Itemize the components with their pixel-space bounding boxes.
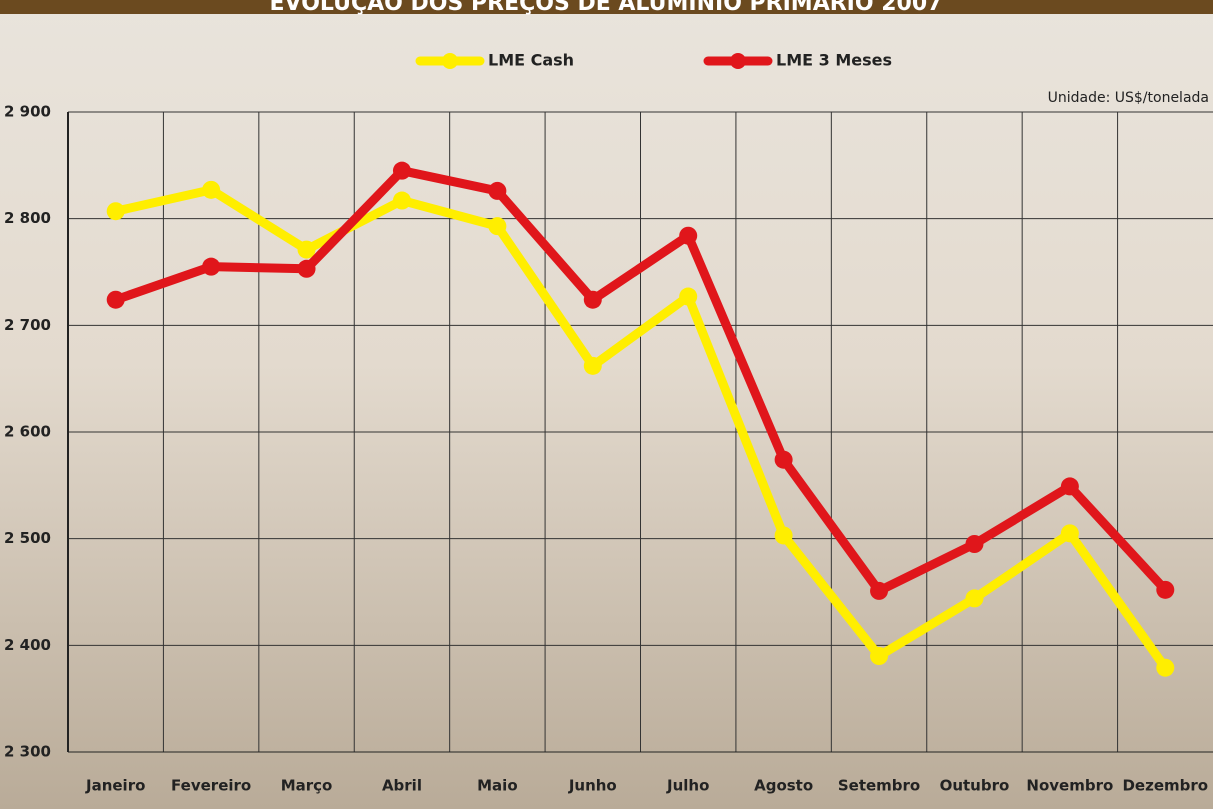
x-tick-label: Dezembro [1122,777,1208,795]
point [965,589,984,608]
series-line [114,166,1169,596]
legend-marker [730,53,746,69]
point [870,581,889,600]
y-tick-label: 2 500 [4,529,51,547]
point [202,257,221,276]
point [297,240,316,259]
series-line [114,185,1169,671]
point [1060,524,1079,543]
y-tick-label: 2 800 [4,209,51,227]
x-tick-label: Fevereiro [171,777,251,795]
point [679,226,698,245]
point [965,535,984,553]
x-tick-label: Julho [666,777,709,795]
point [392,161,411,180]
point [1156,580,1175,599]
legend-marker [442,53,458,69]
y-tick-label: 2 900 [4,103,51,121]
chart-title: EVOLUÇÃO DOS PREÇOS DE ALUMÍNIO PRIMÁRIO… [270,0,943,16]
point [774,526,793,545]
point [583,356,602,375]
y-tick-label: 2 400 [4,636,51,654]
title-band [0,0,1213,14]
y-tick-label: 2 300 [4,743,51,761]
point [774,450,793,469]
point [297,259,316,278]
point [488,217,507,236]
point [583,290,602,309]
x-tick-label: Agosto [754,777,813,795]
x-tick-label: Junho [568,777,617,795]
x-tick-label: Outubro [940,777,1010,795]
legend-label: LME Cash [488,51,574,70]
y-tick-label: 2 700 [4,316,51,334]
point [1060,477,1079,496]
x-tick-label: Novembro [1026,777,1113,795]
y-tick-label: 2 600 [4,423,51,441]
point [870,647,889,665]
point [679,287,698,306]
x-tick-label: Março [281,777,333,795]
point [106,290,125,309]
legend-label: LME 3 Meses [776,51,892,70]
x-tick-label: Maio [477,777,518,795]
point [202,180,221,199]
x-tick-label: Abril [382,777,422,795]
point [488,181,507,200]
x-tick-label: Setembro [838,777,920,795]
point [1156,658,1175,677]
unit-label: Unidade: US$/tonelada [1048,90,1209,106]
point [392,191,411,210]
x-tick-label: Janeiro [85,777,145,795]
point [106,202,125,221]
